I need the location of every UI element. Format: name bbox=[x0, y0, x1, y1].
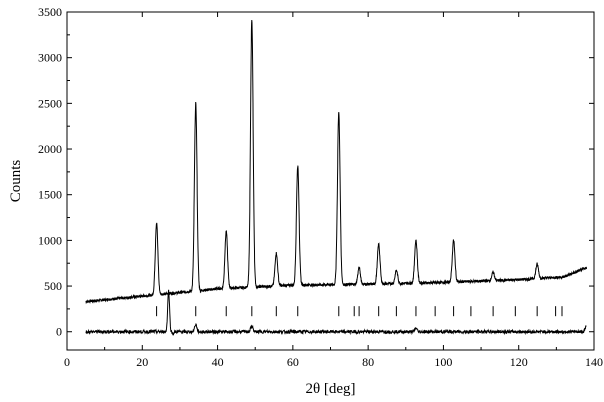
y-tick-label: 0 bbox=[56, 325, 62, 339]
x-tick-label: 20 bbox=[136, 355, 148, 369]
pattern-line bbox=[85, 19, 587, 305]
x-tick-label: 140 bbox=[585, 355, 603, 369]
y-tick-label: 1500 bbox=[38, 188, 62, 202]
reflection-markers bbox=[156, 306, 563, 317]
x-tick-label: 60 bbox=[287, 355, 299, 369]
x-tick-label: 80 bbox=[362, 355, 374, 369]
x-tick-label: 100 bbox=[434, 355, 452, 369]
x-axis-ticks: 0 20 40 60 80 100 120 140 bbox=[64, 12, 603, 369]
y-tick-label: 3500 bbox=[38, 5, 62, 19]
y-tick-label: 500 bbox=[44, 279, 62, 293]
y-tick-label: 2000 bbox=[38, 142, 62, 156]
difference-line bbox=[85, 289, 587, 336]
x-tick-label: 120 bbox=[510, 355, 528, 369]
y-tick-label: 2500 bbox=[38, 96, 62, 110]
x-axis-label: 2θ [deg] bbox=[305, 381, 355, 397]
y-tick-label: 3000 bbox=[38, 51, 62, 65]
x-tick-label: 0 bbox=[64, 355, 70, 369]
x-tick-label: 40 bbox=[212, 355, 224, 369]
y-axis-label: Counts bbox=[8, 160, 24, 203]
y-tick-label: 1000 bbox=[38, 233, 62, 247]
plot-frame bbox=[66, 11, 595, 351]
y-axis-ticks: 0 500 1000 1500 2000 2500 3000 3500 bbox=[38, 5, 594, 339]
